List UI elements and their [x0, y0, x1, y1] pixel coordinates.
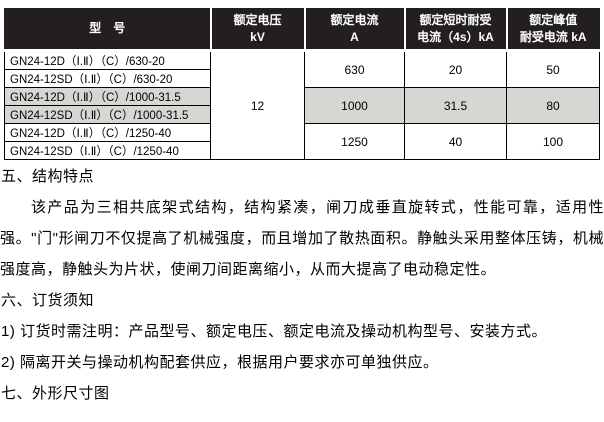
model-cell: GN24-12SD（Ⅰ.Ⅱ）（C）/1250-40: [4, 141, 211, 160]
peak-cell: 80: [506, 87, 600, 124]
table-row-highlighted: GN24-12D（Ⅰ.Ⅱ）（C）/1000-31.5 1000 31.5 80: [4, 87, 600, 124]
section-6-item-2: 2) 隔离开关与操动机构配套供应，根据用户要求亦可单独供应。: [1, 354, 439, 371]
current-cell: 1000: [304, 87, 405, 124]
model-cell: GN24-12D（Ⅰ.Ⅱ）（C）/1250-40: [4, 123, 211, 142]
voltage-cell: 12: [210, 50, 305, 160]
current-cell: 1250: [304, 123, 405, 160]
spec-table: 型 号 额定电压 kV 额定电流 A 额定短时耐受 电流（4s）kA 额定峰值 …: [4, 8, 600, 160]
section-6-title: 六、订货须知: [1, 292, 95, 309]
short-time-cell: 20: [404, 50, 507, 88]
model-cell: GN24-12SD（Ⅰ.Ⅱ）（C）/630-20: [4, 69, 211, 88]
header-model: 型 号: [4, 8, 212, 52]
section-7-title: 七、外形尺寸图: [1, 385, 110, 402]
peak-cell: 100: [506, 123, 600, 160]
table-row: GN24-12D（Ⅰ.Ⅱ）（C）/1250-40 1250 40 100: [4, 123, 600, 160]
section-6-item-1: 1) 订货时需注明：产品型号、额定电压、额定电流及操动机构型号、安装方式。: [1, 323, 548, 340]
short-time-cell: 40: [404, 123, 507, 160]
short-time-cell: 31.5: [404, 87, 507, 124]
table-row: GN24-12SD（Ⅰ.Ⅱ）（C）/630-20: [4, 69, 600, 88]
text-sections: 五、结构特点 该产品为三相共底架式结构，结构紧凑，闸刀成垂直旋转式，性能可靠，适…: [0, 161, 604, 409]
model-cell: GN24-12D（Ⅰ.Ⅱ）（C）/630-20: [4, 50, 211, 70]
header-short-time-current: 额定短时耐受 电流（4s）kA: [404, 8, 508, 52]
section-5-paragraph: 该产品为三相共底架式结构，结构紧凑，闸刀成垂直旋转式，性能可靠，适用性强。"门"…: [0, 199, 604, 278]
header-rated-voltage: 额定电压 kV: [210, 8, 306, 52]
table-header-row: 型 号 额定电压 kV 额定电流 A 额定短时耐受 电流（4s）kA 额定峰值 …: [4, 8, 600, 52]
header-peak-current: 额定峰值 耐受电流 kA: [506, 8, 600, 52]
model-cell: GN24-12SD（Ⅰ.Ⅱ）（C）/1000-31.5: [4, 105, 211, 124]
current-cell: 630: [304, 50, 405, 88]
header-model-label: 型 号: [89, 21, 126, 36]
table-row: GN24-12D（Ⅰ.Ⅱ）（C）/630-20 12 630 20 50: [4, 50, 600, 160]
header-rated-current: 额定电流 A: [304, 8, 406, 52]
table-row-highlighted: GN24-12SD（Ⅰ.Ⅱ）（C）/1000-31.5: [4, 105, 600, 124]
table-row: GN24-12SD（Ⅰ.Ⅱ）（C）/1250-40: [4, 141, 600, 160]
section-5-title: 五、结构特点: [1, 168, 95, 185]
peak-cell: 50: [506, 50, 600, 88]
model-cell: GN24-12D（Ⅰ.Ⅱ）（C）/1000-31.5: [4, 87, 211, 106]
